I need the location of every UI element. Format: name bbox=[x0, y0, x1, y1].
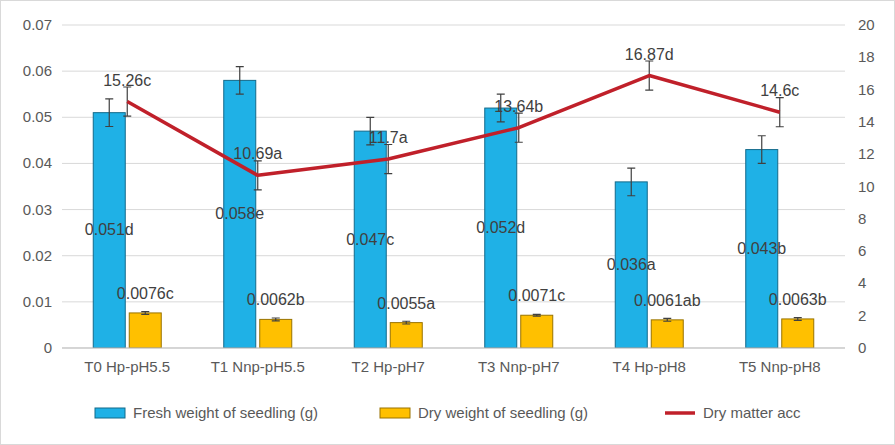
y2-tick bbox=[845, 218, 848, 219]
error-bar bbox=[141, 312, 149, 315]
bar bbox=[521, 315, 553, 348]
legend-swatch bbox=[95, 408, 125, 418]
data-label: 0.043b bbox=[737, 240, 786, 257]
legend-label: Dry matter acc bbox=[703, 404, 801, 421]
line bbox=[127, 76, 780, 176]
y2-tick bbox=[845, 25, 848, 26]
y-tick-label: 0.02 bbox=[23, 247, 52, 264]
y-tick-label: 0.01 bbox=[23, 293, 52, 310]
y-tick-label: 0.04 bbox=[23, 154, 52, 171]
y2-tick bbox=[845, 121, 848, 122]
y2-tick bbox=[845, 315, 848, 316]
legend-label: Fresh weight of seedling (g) bbox=[133, 404, 318, 421]
data-label: 13.64b bbox=[494, 98, 543, 115]
y2-tick-label: 8 bbox=[858, 210, 866, 227]
data-label: 0.0071c bbox=[508, 287, 565, 304]
data-label: 0.0055a bbox=[377, 295, 435, 312]
x-axis-line bbox=[62, 348, 845, 349]
grid-line bbox=[62, 71, 845, 72]
y-tick-label: 0.03 bbox=[23, 201, 52, 218]
y2-tick-label: 6 bbox=[858, 242, 866, 259]
y-tick-label: 0.06 bbox=[23, 62, 52, 79]
data-label: 0.0061ab bbox=[634, 292, 701, 309]
data-label: 0.0076c bbox=[117, 285, 174, 302]
error-bar bbox=[236, 67, 244, 95]
data-label: 0.058e bbox=[215, 205, 264, 222]
error-bar bbox=[533, 314, 541, 316]
y2-tick bbox=[845, 89, 848, 90]
y-tick-label: 0.05 bbox=[23, 108, 52, 125]
data-label: 0.0063b bbox=[769, 291, 827, 308]
y2-tick-label: 20 bbox=[858, 16, 875, 33]
x-tick-label: T1 Nnp-pH5.5 bbox=[211, 358, 305, 375]
chart-frame bbox=[1, 1, 895, 445]
bar bbox=[390, 323, 422, 348]
y2-tick bbox=[845, 154, 848, 155]
data-label: 16.87d bbox=[625, 46, 674, 63]
data-label: 0.052d bbox=[476, 219, 525, 236]
grid-line bbox=[62, 348, 845, 349]
error-bar bbox=[402, 321, 410, 324]
legend-label: Dry weight of seedling (g) bbox=[418, 404, 588, 421]
data-label: 0.047c bbox=[346, 231, 394, 248]
y2-tick bbox=[845, 57, 848, 58]
bar bbox=[651, 320, 683, 348]
error-bar bbox=[758, 136, 766, 164]
y2-tick-label: 10 bbox=[858, 178, 875, 195]
grid-line bbox=[62, 117, 845, 118]
data-label: 0.0062b bbox=[247, 291, 305, 308]
plot-area bbox=[93, 61, 814, 348]
data-label: 14.6c bbox=[760, 82, 799, 99]
bar bbox=[782, 319, 814, 348]
x-tick-label: T0 Hp-pH5.5 bbox=[84, 358, 170, 375]
y2-tick bbox=[845, 186, 848, 187]
bar bbox=[129, 313, 161, 348]
data-label: 0.051d bbox=[85, 221, 134, 238]
y2-tick-label: 4 bbox=[858, 274, 866, 291]
data-labels: 0.051d 0.058e 0.047c 0.052d 0.036a 0.043b 0.00… bbox=[85, 46, 827, 312]
error-bar bbox=[105, 99, 113, 127]
error-bar bbox=[272, 318, 280, 321]
y2-tick-label: 18 bbox=[858, 48, 875, 65]
y-tick-label: 0 bbox=[44, 339, 52, 356]
legend-swatch bbox=[665, 411, 695, 415]
grid-line bbox=[62, 209, 845, 210]
grid-line bbox=[62, 301, 845, 302]
error-bar bbox=[663, 318, 671, 321]
y2-tick-label: 2 bbox=[858, 307, 866, 324]
error-bar bbox=[627, 168, 635, 196]
data-label: 15.26c bbox=[103, 72, 151, 89]
y2-tick bbox=[845, 348, 848, 349]
x-tick-label: T2 Hp-pH7 bbox=[352, 358, 425, 375]
chart-container: 0 0.01 0.02 0.03 0.04 0.05 0.06 0.07 0 2 4 6 8 10 12 14… bbox=[0, 0, 895, 445]
y2-tick-label: 14 bbox=[858, 113, 875, 130]
y-tick-label: 0.07 bbox=[23, 16, 52, 33]
y2-tick-label: 12 bbox=[858, 145, 875, 162]
x-tick-label: T5 Nnp-pH8 bbox=[739, 358, 821, 375]
x-tick-label: T3 Nnp-pH7 bbox=[478, 358, 560, 375]
y2-tick bbox=[845, 283, 848, 284]
grid-line bbox=[62, 255, 845, 256]
legend-swatch bbox=[380, 408, 410, 418]
data-label: 0.036a bbox=[607, 256, 656, 273]
y2-tick-label: 0 bbox=[858, 339, 866, 356]
data-label: 10.69a bbox=[233, 145, 282, 162]
y2-tick bbox=[845, 251, 848, 252]
y2-tick-label: 16 bbox=[858, 81, 875, 98]
grid-line bbox=[62, 163, 845, 164]
grid-line bbox=[62, 25, 845, 26]
error-bar bbox=[794, 318, 802, 321]
data-label: 11.7a bbox=[369, 129, 408, 146]
chart: 0 0.01 0.02 0.03 0.04 0.05 0.06 0.07 0 2 4 6 8 10 12 14… bbox=[0, 0, 895, 445]
legend: Fresh weight of seedling (g) Dry weight o… bbox=[95, 404, 801, 421]
x-tick-label: T4 Hp-pH8 bbox=[613, 358, 686, 375]
bar bbox=[260, 319, 292, 348]
